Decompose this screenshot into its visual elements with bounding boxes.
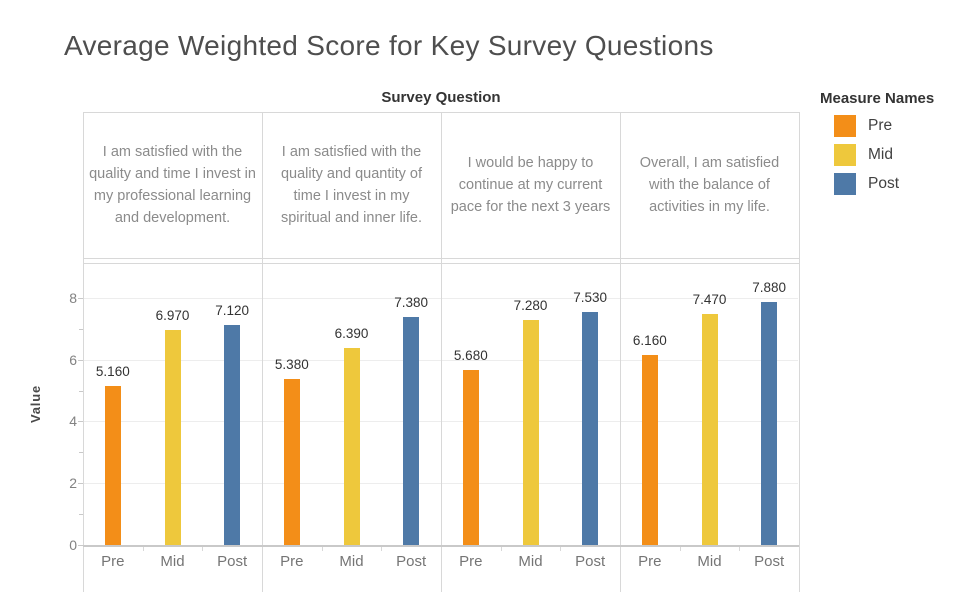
- x-axis-minor-tick: [381, 547, 383, 551]
- panel-separator: [620, 112, 621, 592]
- bar-pre[interactable]: [104, 385, 121, 545]
- legend-label-pre: Pre: [868, 116, 893, 134]
- y-axis-minor-tick: [79, 514, 83, 516]
- legend-label-mid: Mid: [868, 145, 893, 163]
- bar-post[interactable]: [582, 312, 599, 545]
- bar-mid[interactable]: [522, 320, 539, 545]
- x-axis-minor-tick: [739, 547, 741, 551]
- y-axis-minor-tick: [79, 390, 83, 392]
- bar-value-label: 6.970: [155, 307, 190, 323]
- y-axis-minor-tick: [79, 452, 83, 454]
- bar-value-label: 7.530: [573, 290, 608, 306]
- bar-pre[interactable]: [283, 378, 300, 545]
- y-axis-tick-label: 6: [69, 351, 77, 368]
- survey-question-header[interactable]: I am satisfied with the quality and quan…: [280, 144, 423, 226]
- bar-value-label: 6.390: [334, 325, 369, 341]
- bar-value-label: 7.470: [692, 292, 727, 308]
- panel-separator: [83, 112, 84, 592]
- bar-value-label: 5.680: [453, 347, 488, 363]
- y-axis-major-tick: [78, 483, 83, 485]
- y-axis-tick-label: 2: [69, 475, 77, 492]
- y-axis-tick-label: 0: [69, 537, 77, 553]
- value-axis-title: Value: [28, 385, 43, 423]
- survey-question-header[interactable]: I am satisfied with the quality and time…: [89, 144, 256, 226]
- x-axis-line: [83, 545, 799, 547]
- x-axis-minor-tick: [679, 547, 681, 551]
- x-axis-minor-tick: [202, 547, 204, 551]
- panel-separator: [441, 112, 442, 592]
- x-axis-category-label[interactable]: Post: [754, 553, 785, 570]
- legend-swatch-pre[interactable]: [834, 114, 856, 137]
- y-axis-major-tick: [78, 545, 83, 546]
- y-axis-major-tick: [78, 297, 83, 299]
- y-axis-minor-tick: [79, 328, 83, 330]
- x-axis-minor-tick: [142, 547, 144, 551]
- bar-mid[interactable]: [343, 347, 360, 545]
- bar-value-label: 7.880: [752, 279, 787, 295]
- y-axis-tick-label: 4: [69, 413, 77, 430]
- x-axis-category-label[interactable]: Post: [217, 553, 248, 570]
- y-axis-major-tick: [78, 359, 83, 361]
- legend-item-post[interactable]: Post: [834, 172, 970, 195]
- bar-value-label: 7.120: [215, 303, 250, 319]
- chart-title: Average Weighted Score for Key Survey Qu…: [64, 30, 714, 61]
- bar-pre[interactable]: [462, 369, 479, 545]
- x-axis-category-label[interactable]: Pre: [280, 553, 304, 570]
- x-axis-minor-tick: [560, 547, 562, 551]
- bar-mid[interactable]: [164, 329, 181, 545]
- bar-pre[interactable]: [641, 354, 658, 545]
- legend-swatch-mid[interactable]: [834, 143, 856, 166]
- x-axis-category-label[interactable]: Pre: [459, 553, 483, 570]
- bar-mid[interactable]: [701, 314, 718, 545]
- bar-value-label: 7.280: [513, 298, 548, 314]
- legend-title: Measure Names: [820, 90, 935, 107]
- survey-question-header[interactable]: I would be happy to continue at my curre…: [450, 155, 611, 215]
- x-axis-category-label[interactable]: Mid: [339, 553, 364, 570]
- legend-item-mid[interactable]: Mid: [834, 143, 970, 166]
- bar-value-label: 5.380: [274, 356, 309, 372]
- legend-label-post: Post: [868, 174, 900, 192]
- x-axis-minor-tick: [500, 547, 502, 551]
- x-axis-category-label[interactable]: Pre: [638, 553, 662, 570]
- x-axis-category-label[interactable]: Post: [575, 553, 606, 570]
- bar-value-label: 6.160: [632, 332, 667, 348]
- column-field-label: Survey Question: [381, 89, 501, 106]
- x-axis-minor-tick: [321, 547, 323, 551]
- y-axis-major-tick: [78, 421, 83, 423]
- bar-post[interactable]: [224, 325, 241, 545]
- bar-post[interactable]: [761, 301, 778, 545]
- bar-post[interactable]: [403, 317, 420, 545]
- x-axis-category-label[interactable]: Mid: [697, 553, 722, 570]
- y-axis-tick-label: 8: [69, 289, 77, 306]
- x-axis-category-label[interactable]: Pre: [101, 553, 125, 570]
- legend-item-pre[interactable]: Pre: [834, 114, 970, 137]
- bar-value-label: 5.160: [95, 363, 130, 379]
- legend-swatch-post[interactable]: [834, 172, 856, 195]
- x-axis-category-label[interactable]: Mid: [518, 553, 543, 570]
- legend: Measure Names Pre Mid Post: [820, 90, 970, 201]
- bar-value-label: 7.380: [394, 295, 429, 311]
- x-axis-category-label[interactable]: Post: [396, 553, 427, 570]
- survey-question-header[interactable]: Overall, I am satisfied with the balance…: [639, 155, 780, 215]
- panel-separator: [799, 112, 800, 592]
- panel-separator: [262, 112, 263, 592]
- x-axis-category-label[interactable]: Mid: [160, 553, 185, 570]
